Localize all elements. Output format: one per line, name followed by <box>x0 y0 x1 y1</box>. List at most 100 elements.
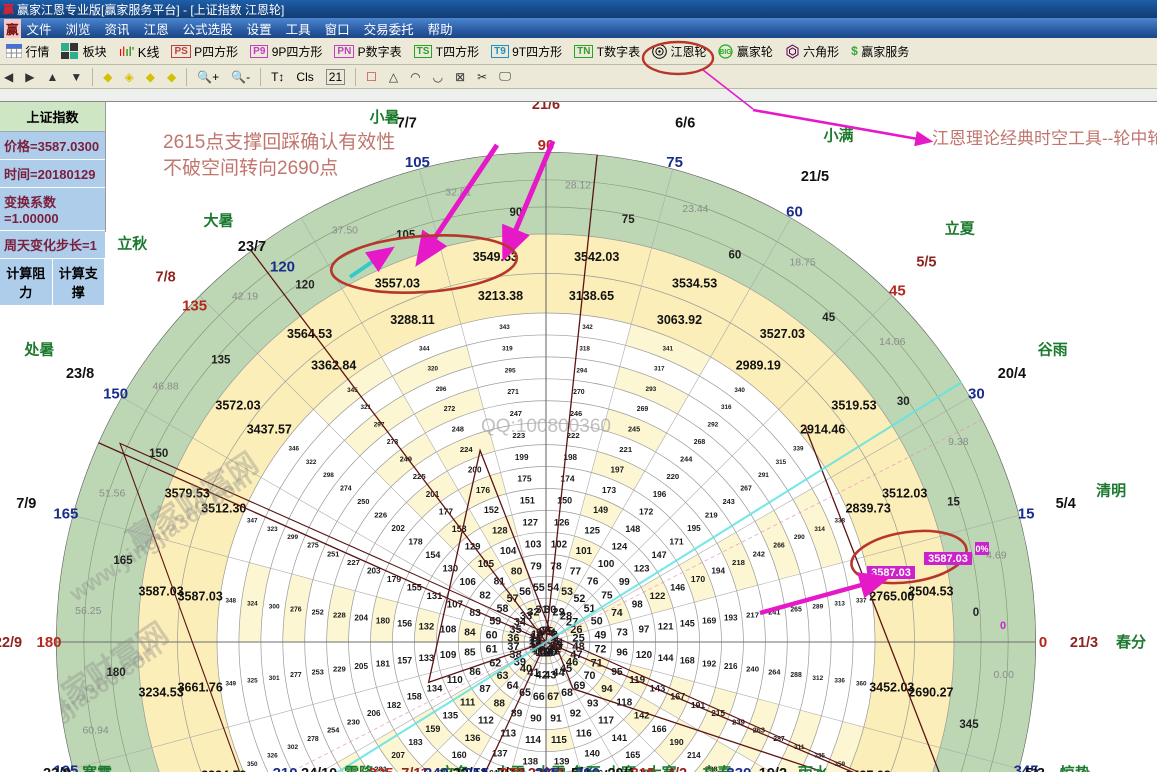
svg-text:20/4: 20/4 <box>998 366 1026 382</box>
svg-text:QQ:100800360: QQ:100800360 <box>481 416 611 437</box>
svg-text:105: 105 <box>396 230 416 242</box>
svg-text:67: 67 <box>547 691 559 703</box>
svg-text:293: 293 <box>646 386 657 393</box>
svg-text:230: 230 <box>347 717 360 726</box>
svg-text:343: 343 <box>499 324 510 331</box>
svg-text:处暑: 处暑 <box>23 341 54 359</box>
svg-text:5/5: 5/5 <box>916 255 936 271</box>
svg-text:299: 299 <box>287 534 298 541</box>
svg-text:116: 116 <box>576 728 592 739</box>
svg-text:204: 204 <box>354 613 368 622</box>
svg-text:152: 152 <box>484 505 499 515</box>
svg-text:75: 75 <box>622 214 635 226</box>
svg-text:51.56: 51.56 <box>99 488 125 500</box>
svg-text:3288.11: 3288.11 <box>390 313 435 327</box>
svg-text:220: 220 <box>666 472 679 481</box>
svg-text:3519.53: 3519.53 <box>831 399 876 413</box>
svg-text:340: 340 <box>734 387 745 394</box>
svg-text:82: 82 <box>479 591 491 602</box>
svg-text:0.00: 0.00 <box>993 669 1014 681</box>
svg-text:207: 207 <box>391 751 405 760</box>
svg-text:277: 277 <box>290 672 302 679</box>
svg-text:110: 110 <box>447 675 463 686</box>
svg-text:4/2: 4/2 <box>667 766 687 772</box>
svg-text:56.25: 56.25 <box>75 605 101 617</box>
svg-text:350: 350 <box>247 761 258 768</box>
svg-text:347: 347 <box>247 517 258 524</box>
svg-text:226: 226 <box>374 511 388 520</box>
svg-text:21/5: 21/5 <box>801 169 829 185</box>
svg-text:146: 146 <box>670 582 685 592</box>
svg-text:3587.03: 3587.03 <box>139 584 184 598</box>
svg-text:289: 289 <box>812 603 823 610</box>
svg-text:3437.57: 3437.57 <box>247 423 292 437</box>
svg-text:88: 88 <box>494 698 506 709</box>
svg-text:295: 295 <box>505 367 516 374</box>
svg-text:79: 79 <box>530 561 542 572</box>
svg-text:217: 217 <box>746 610 759 619</box>
svg-text:7/7: 7/7 <box>397 115 417 131</box>
svg-text:315: 315 <box>630 765 655 772</box>
svg-text:谷雨: 谷雨 <box>1038 342 1068 359</box>
svg-text:130: 130 <box>442 563 458 574</box>
svg-text:270: 270 <box>499 765 524 772</box>
svg-text:274: 274 <box>340 486 352 493</box>
svg-text:314: 314 <box>814 526 825 533</box>
svg-text:赢家财富网: 赢家财富网 <box>121 106 264 218</box>
svg-text:72: 72 <box>594 644 606 656</box>
svg-text:254: 254 <box>327 726 340 735</box>
svg-text:76: 76 <box>587 577 599 588</box>
svg-text:165: 165 <box>53 505 78 522</box>
svg-text:雨水: 雨水 <box>798 764 829 772</box>
svg-text:91: 91 <box>550 714 562 725</box>
svg-text:114: 114 <box>525 735 541 746</box>
svg-text:5/4: 5/4 <box>1056 496 1076 512</box>
svg-text:7/9: 7/9 <box>16 496 36 512</box>
svg-text:214: 214 <box>687 751 701 760</box>
svg-text:159: 159 <box>425 724 440 734</box>
svg-text:241: 241 <box>768 607 780 616</box>
svg-text:148: 148 <box>625 524 640 534</box>
svg-text:271: 271 <box>507 389 519 396</box>
svg-text:171: 171 <box>669 537 684 547</box>
svg-text:337: 337 <box>856 598 867 605</box>
svg-text:2690.27: 2690.27 <box>908 686 953 700</box>
svg-text:21/6: 21/6 <box>532 102 560 113</box>
svg-text:323: 323 <box>267 526 278 533</box>
svg-text:60: 60 <box>486 629 498 641</box>
svg-text:140: 140 <box>584 748 600 759</box>
svg-text:75: 75 <box>601 591 613 602</box>
svg-text:150: 150 <box>557 496 572 506</box>
svg-text:0: 0 <box>973 607 979 619</box>
svg-text:243: 243 <box>723 497 735 506</box>
svg-text:115: 115 <box>551 735 567 746</box>
svg-text:285: 285 <box>535 765 560 772</box>
svg-text:3542.03: 3542.03 <box>574 250 619 264</box>
svg-text:199: 199 <box>515 453 529 462</box>
svg-text:60: 60 <box>786 204 803 221</box>
svg-text:151: 151 <box>520 496 535 506</box>
svg-text:28.12: 28.12 <box>565 179 591 191</box>
svg-text:125: 125 <box>584 525 600 536</box>
svg-text:22/9: 22/9 <box>0 635 22 651</box>
svg-text:92: 92 <box>570 708 582 719</box>
svg-text:317: 317 <box>654 366 665 373</box>
svg-text:181: 181 <box>376 658 391 668</box>
svg-text:273: 273 <box>387 439 399 446</box>
svg-text:46.88: 46.88 <box>152 380 178 392</box>
svg-text:105: 105 <box>405 154 430 171</box>
svg-text:14.06: 14.06 <box>879 336 905 348</box>
svg-text:4.69: 4.69 <box>986 549 1007 561</box>
svg-text:196: 196 <box>653 490 667 499</box>
svg-text:98: 98 <box>632 600 643 611</box>
svg-text:169: 169 <box>702 615 717 625</box>
svg-text:立秋: 立秋 <box>117 234 148 252</box>
svg-text:45: 45 <box>889 283 906 300</box>
svg-text:74: 74 <box>611 608 623 619</box>
svg-text:153: 153 <box>452 524 467 534</box>
svg-text:68: 68 <box>561 687 573 699</box>
svg-text:3138.65: 3138.65 <box>569 289 614 303</box>
svg-text:90: 90 <box>530 714 542 725</box>
svg-text:136: 136 <box>465 732 481 743</box>
svg-text:290: 290 <box>794 534 805 541</box>
